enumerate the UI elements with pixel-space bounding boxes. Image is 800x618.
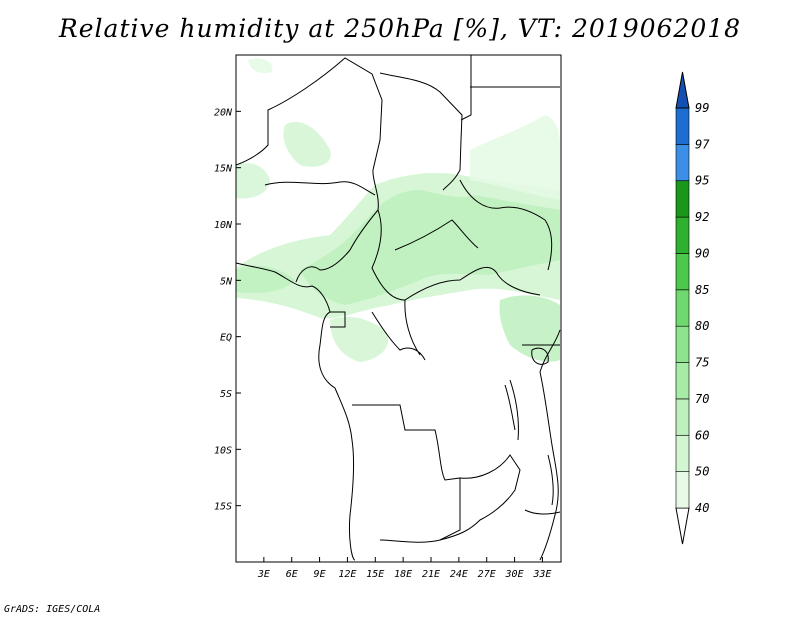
border-sudan xyxy=(460,55,560,121)
colorbar-label: 92 xyxy=(695,210,709,224)
colorbar-segment xyxy=(675,216,690,254)
colorbar-label: 95 xyxy=(695,174,709,188)
border-nigeria-cameroon xyxy=(295,209,379,283)
colorbar-segment xyxy=(675,107,690,145)
lon-tick-label: 18E xyxy=(394,569,412,580)
lat-tick-label: 15S xyxy=(214,502,232,513)
map-frame xyxy=(235,54,562,563)
geography-lines xyxy=(235,55,561,561)
lat-tick-label: 15N xyxy=(214,164,233,175)
colorbar-label: 50 xyxy=(695,465,709,479)
colorbar-low-arrow xyxy=(675,507,690,545)
coastline xyxy=(235,262,356,561)
border-zambia xyxy=(439,454,521,541)
lon-tick-label: 33E xyxy=(532,569,551,580)
lat-tick-label: 10S xyxy=(214,445,232,456)
humidity-patch-congo xyxy=(330,316,389,362)
lat-tick-label: 20N xyxy=(214,107,233,118)
colorbar-label: 60 xyxy=(695,428,709,442)
lon-tick-label: 9E xyxy=(314,569,326,580)
colorbar-segment xyxy=(675,434,690,472)
lat-tick-label: 5S xyxy=(220,389,232,400)
colorbar-segment xyxy=(675,398,690,436)
border-east xyxy=(504,344,560,431)
colorbar-segment xyxy=(675,289,690,327)
humidity-patch-lakes xyxy=(499,295,560,362)
colorbar-label: 90 xyxy=(695,246,709,260)
colorbar-label: 75 xyxy=(695,356,709,370)
lat-tick-label: 5N xyxy=(220,276,233,287)
humidity-shading xyxy=(236,58,560,362)
colorbar-segment xyxy=(675,325,690,363)
border-congo-drc xyxy=(371,299,426,361)
border-gabon xyxy=(330,311,346,328)
colorbar-segment xyxy=(675,253,690,291)
colorbar-label: 70 xyxy=(695,392,709,406)
lake-victoria xyxy=(531,347,549,365)
credit-label: GrADS: IGES/COLA xyxy=(4,604,101,615)
lon-tick-label: 21E xyxy=(422,569,440,580)
colorbar-segment xyxy=(675,471,690,509)
lon-tick-label: 12E xyxy=(338,569,356,580)
lake-malawi xyxy=(547,454,554,506)
border-south-sudan xyxy=(459,179,553,271)
lon-tick-label: 15E xyxy=(366,569,384,580)
lon-tick-label: 6E xyxy=(286,569,298,580)
humidity-patch-gulf xyxy=(236,265,295,294)
colorbar-label: 40 xyxy=(695,501,709,515)
lon-tick-label: 24E xyxy=(450,569,468,580)
border-angola xyxy=(352,404,461,543)
lon-tick-label: 27E xyxy=(478,569,496,580)
colorbar-label: 97 xyxy=(695,137,710,151)
colorbar-segment xyxy=(675,144,690,182)
border-chad-car xyxy=(394,219,479,251)
lat-tick-label: EQ xyxy=(220,333,232,344)
colorbar-segment xyxy=(675,180,690,218)
humidity-band-central xyxy=(300,190,560,305)
border-niger-nigeria xyxy=(264,181,376,196)
lon-tick-label: 3E xyxy=(257,569,270,580)
map-title: Relative humidity at 250hPa [%], VT: 201… xyxy=(58,14,742,43)
border-north xyxy=(235,57,383,211)
border-tanzania-moz xyxy=(524,509,561,515)
border-car xyxy=(371,209,541,301)
colorbar-segment xyxy=(675,362,690,400)
lat-tick-group: 20N 15N 10N 5N EQ 5S 10S 15S xyxy=(214,107,241,513)
lake-tanganyika xyxy=(509,379,519,441)
colorbar-high-arrow xyxy=(675,71,690,109)
humidity-patch-west xyxy=(236,163,270,199)
colorbar-label: 85 xyxy=(695,283,709,297)
colorbar-label: 80 xyxy=(695,319,709,333)
humidity-patch-ne xyxy=(470,115,560,200)
lon-tick-group: 3E 6E 9E 12E 15E 18E 21E 24E 27E 30E 33E xyxy=(257,557,551,580)
coastline-east xyxy=(539,329,561,561)
colorbar-label: 99 xyxy=(695,101,709,115)
colorbar: 40 50 60 70 75 80 85 90 92 95 97 99 xyxy=(675,71,710,545)
lon-tick-label: 30E xyxy=(505,569,524,580)
border-libya-chad xyxy=(379,72,463,191)
humidity-patch-nw xyxy=(248,58,273,74)
humidity-patch-north xyxy=(283,121,331,167)
lat-tick-label: 10N xyxy=(214,220,233,231)
